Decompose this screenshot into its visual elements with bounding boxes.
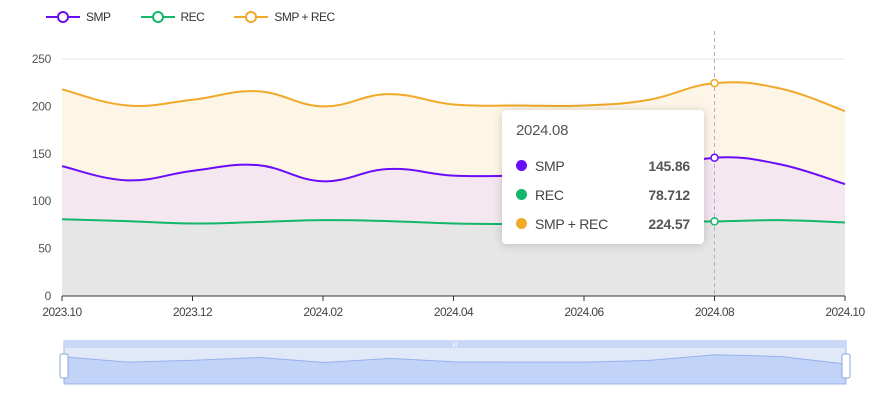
x-tick-label-2024.06: 2024.06 — [564, 305, 604, 319]
point-smp-rec-2024.08 — [710, 78, 719, 88]
x-tick-label-2024.04: 2024.04 — [434, 305, 474, 319]
tooltip-dot-smp-rec — [516, 218, 527, 229]
x-tick-label-2024.02: 2024.02 — [303, 305, 343, 319]
zoom-move-grip: III — [452, 343, 457, 349]
y-tick-label-100: 100 — [32, 194, 52, 208]
tooltip-value-rec: 78.712 — [648, 186, 690, 203]
y-tick-label-200: 200 — [32, 99, 52, 113]
legend-label-rec: REC — [180, 10, 205, 24]
x-tick-label-2023.12: 2023.12 — [173, 305, 213, 319]
tooltip-row-smp-rec: SMP + REC 224.57 — [516, 209, 690, 238]
legend-label-smp: SMP — [86, 10, 111, 24]
legend-rec-icon — [140, 11, 175, 23]
x-tick-label-2024.08: 2024.08 — [695, 305, 735, 319]
legend-item-rec[interactable]: REC — [140, 10, 205, 24]
tooltip-dot-smp — [516, 160, 527, 171]
y-tick-label-50: 50 — [38, 242, 51, 256]
tooltip-name-smp: SMP — [535, 157, 565, 174]
tooltip-row-smp: SMP 145.86 — [516, 151, 690, 180]
legend-smp-rec-icon — [234, 11, 269, 23]
y-tick-label-250: 250 — [32, 52, 52, 66]
tooltip-value-smp: 145.86 — [648, 157, 690, 174]
zoom-handle-left[interactable] — [59, 353, 69, 379]
legend-item-smp[interactable]: SMP — [46, 10, 111, 24]
y-tick-label-0: 0 — [45, 289, 52, 303]
legend-smp-icon — [46, 11, 80, 23]
tooltip-value-smp-rec: 224.57 — [648, 215, 690, 232]
point-smp-2024.08 — [710, 153, 719, 162]
y-tick-label-150: 150 — [32, 147, 52, 161]
legend-label-smp-rec: SMP + REC — [274, 10, 335, 24]
tooltip-name-smp-rec: SMP + REC — [535, 215, 608, 232]
zoom-move-bar[interactable] — [64, 341, 846, 348]
tooltip-name-rec: REC — [535, 186, 564, 203]
area-rec — [62, 219, 845, 296]
zoom-handle-right[interactable] — [841, 353, 851, 379]
legend: SMP REC SMP + REC — [46, 10, 335, 24]
x-tick-label-2024.10: 2024.10 — [825, 305, 865, 319]
tooltip: 2024.08 SMP 145.86 REC 78.712 SMP + REC … — [502, 110, 704, 244]
point-rec-2024.08 — [710, 217, 719, 226]
tooltip-title: 2024.08 — [516, 122, 569, 139]
tooltip-row-rec: REC 78.712 — [516, 180, 690, 209]
x-tick-label-2023.10: 2023.10 — [42, 305, 82, 319]
tooltip-dot-rec — [516, 189, 527, 200]
legend-item-smp-rec[interactable]: SMP + REC — [234, 10, 335, 24]
